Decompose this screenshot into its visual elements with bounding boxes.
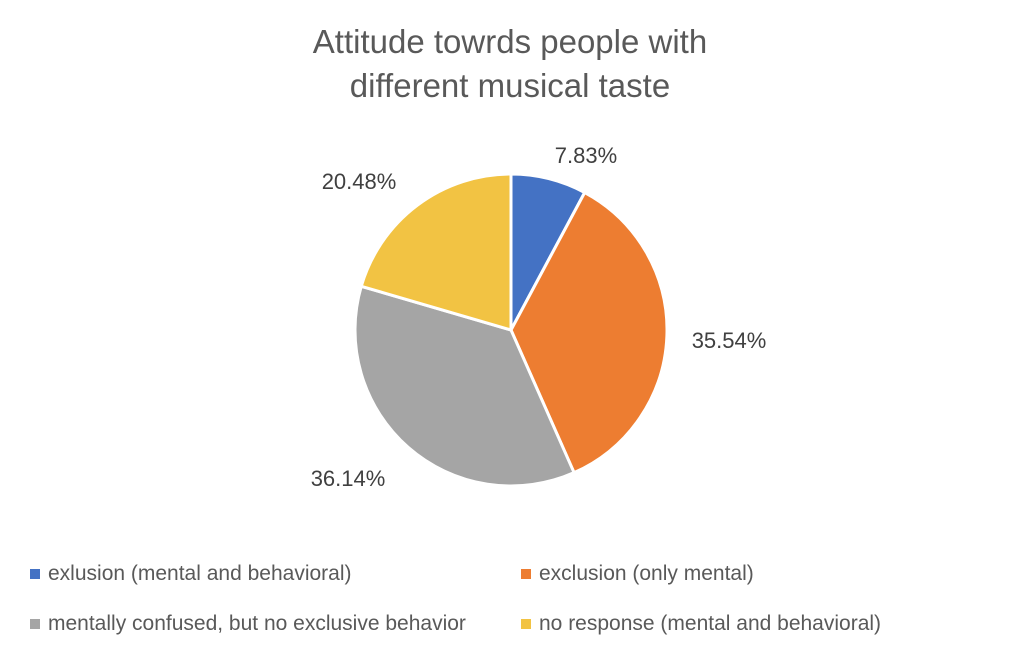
slice-data-label: 7.83%	[555, 143, 617, 168]
slice-data-label: 35.54%	[692, 328, 767, 353]
pie-slice	[359, 172, 513, 332]
slice-data-label: 36.14%	[311, 466, 386, 491]
chart-title-line-2: different musical taste	[349, 67, 671, 104]
chart-title-line-1: Attitude towrds people with	[312, 23, 708, 60]
pie-slice	[509, 191, 669, 475]
chart-title: Attitude towrds people with different mu…	[0, 20, 1020, 108]
pie-slice	[353, 284, 576, 488]
slice-data-label: 20.48%	[322, 169, 397, 194]
